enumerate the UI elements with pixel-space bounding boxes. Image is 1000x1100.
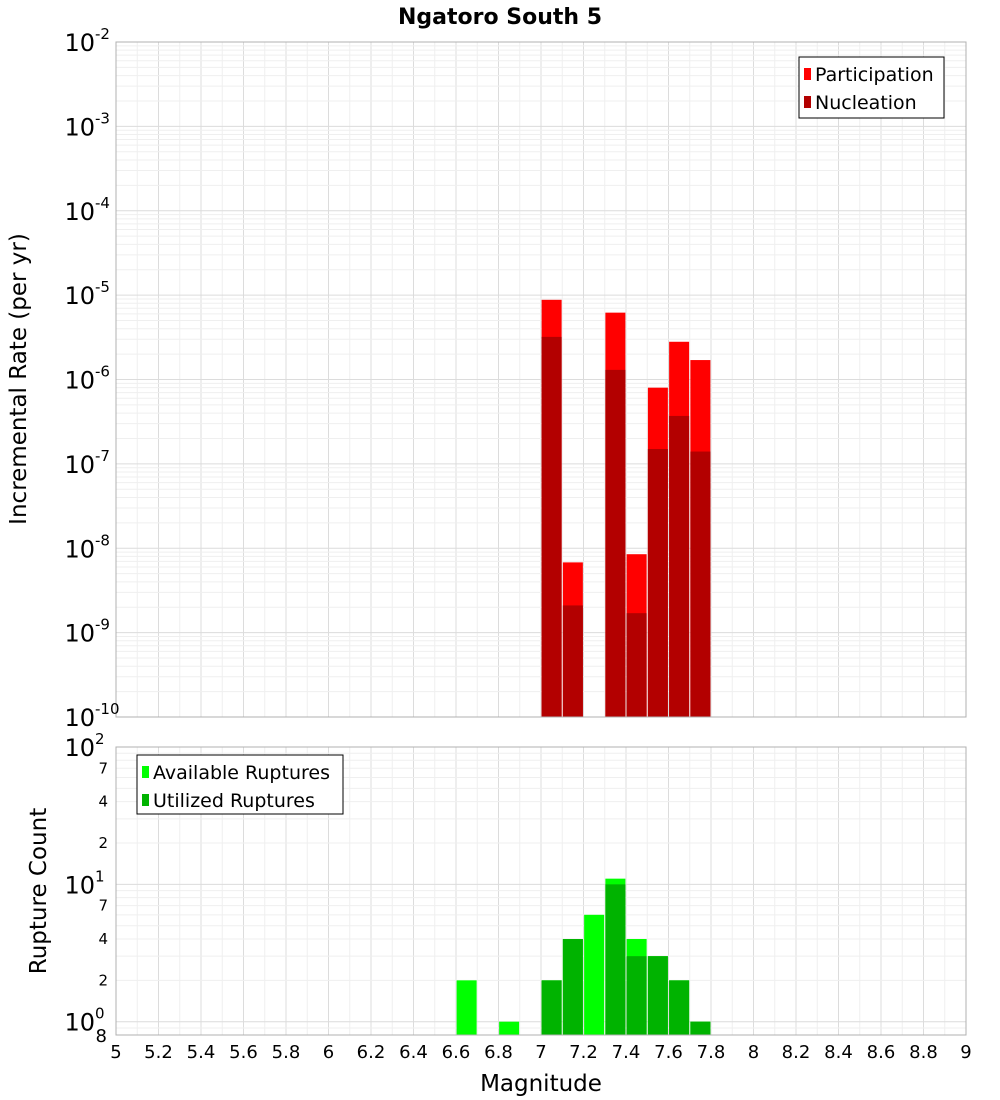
y-tick-label: 10 [64,1009,95,1037]
x-tick-label: 7.4 [612,1042,641,1063]
y-tick-exponent: -5 [95,278,110,296]
x-tick-label: 8 [748,1042,759,1063]
rate-legend-swatch [804,96,811,108]
count-plot-border [115,746,967,1036]
y-tick-exponent: -3 [95,109,110,127]
y-tick-exponent: 1 [95,867,105,885]
x-tick-label: 6.2 [357,1042,386,1063]
rate-nucleation-bar [605,369,626,717]
rate-nucleation-bar [690,451,711,717]
count-y-axis-label: Rupture Count [26,808,52,974]
x-tick-label: 7.6 [654,1042,683,1063]
x-tick-label: 5.8 [272,1042,301,1063]
y-tick-label: 10 [64,535,95,563]
rate-legend-label: Participation [815,64,934,86]
count-utilized-ruptures-bar [562,939,583,1035]
count-legend-label: Available Ruptures [153,762,330,784]
count-legend: Available Ruptures Utilized Ruptures [136,754,344,815]
rate-y-ticks: 10-210-310-410-510-610-710-810-910-10 [64,25,119,732]
x-tick-label: 5.2 [144,1042,173,1063]
y-minor-tick-label: 7 [98,897,108,915]
x-tick-label: 7 [535,1042,546,1063]
rate-nucleation-bar [669,415,690,717]
rate-plot-border [115,41,967,718]
y-tick-label: 10 [64,620,95,648]
y-tick-label: 10 [64,29,95,57]
count-available-ruptures-bar [499,1021,520,1035]
x-tick-label: 8.4 [824,1042,853,1063]
y-tick-exponent: 0 [95,1005,105,1023]
y-tick-exponent: -8 [95,531,110,549]
x-tick-label: 6.6 [442,1042,471,1063]
y-tick-exponent: 2 [95,730,105,748]
y-tick-label: 10 [64,198,95,226]
count-available-ruptures-bar [584,914,605,1035]
y-tick-exponent: -7 [95,447,110,465]
y-minor-tick-label: 2 [98,971,108,989]
x-tick-label: 8.6 [867,1042,896,1063]
count-legend-box [136,754,344,815]
y-tick-label: 10 [64,734,95,762]
rate-y-axis-label: Incremental Rate (per yr) [6,233,32,525]
count-legend-swatch [142,766,149,778]
x-tick-label: 5 [110,1042,121,1063]
count-utilized-ruptures-bar [541,980,562,1035]
rate-nucleation-bar [626,613,647,717]
rate-nucleation-bar [541,336,562,717]
y-tick-label: 10 [64,451,95,479]
x-axis-label: Magnitude [480,1071,602,1097]
x-tick-label: 7.2 [569,1042,598,1063]
y-tick-exponent: -2 [95,25,110,43]
x-tick-label: 5.6 [229,1042,258,1063]
x-tick-label: 6 [323,1042,334,1063]
count-utilized-ruptures-bar [690,1021,711,1035]
x-tick-label: 6.4 [399,1042,428,1063]
x-tick-label: 8.2 [782,1042,811,1063]
x-tick-label: 8.8 [909,1042,938,1063]
rate-legend: Participation Nucleation [798,56,945,119]
rate-nucleation-bar [562,605,583,717]
y-minor-tick-label: 8 [96,1026,107,1047]
count-plot-bars [456,878,711,1035]
rate-plot: 10-210-310-410-510-610-710-810-910-10 Pa… [64,25,967,732]
x-tick-label: 6.8 [484,1042,513,1063]
rate-legend-label: Nucleation [815,92,917,114]
y-tick-exponent: -4 [95,194,110,212]
y-minor-tick-label: 2 [98,834,108,852]
count-legend-swatch [142,794,149,806]
rate-legend-swatch [804,68,811,80]
y-minor-tick-label: 4 [98,930,108,948]
y-minor-tick-label: 4 [98,793,108,811]
rate-nucleation-bar [647,449,668,717]
rate-plot-bars [541,299,711,717]
y-tick-label: 10 [64,113,95,141]
count-utilized-ruptures-bar [626,956,647,1035]
x-tick-label: 5.4 [187,1042,216,1063]
y-tick-exponent: -6 [95,363,110,381]
x-tick-labels: 5 5.2 5.4 5.6 5.8 6 6.2 6.4 6.6 6.8 7 7.2 7.4 7.6 7.8 8… [110,1042,971,1063]
y-tick-label: 10 [64,871,95,899]
y-tick-label: 10 [64,367,95,395]
y-minor-tick-label: 7 [98,759,108,777]
rate-plot-grid [115,42,967,718]
y-tick-exponent: -9 [95,616,110,634]
count-utilized-ruptures-bar [647,956,668,1035]
y-tick-label: 10 [64,282,95,310]
count-utilized-ruptures-bar [669,980,690,1035]
y-tick-exponent: -10 [95,700,120,718]
x-tick-label: 7.8 [697,1042,726,1063]
count-legend-label: Utilized Ruptures [153,790,315,812]
count-utilized-ruptures-bar [605,884,626,1035]
x-tick-label: 9 [960,1042,971,1063]
y-tick-label: 10 [64,704,95,732]
chart-title: Ngatoro South 5 [398,5,602,30]
count-available-ruptures-bar [456,980,477,1035]
rate-legend-box [798,56,945,119]
